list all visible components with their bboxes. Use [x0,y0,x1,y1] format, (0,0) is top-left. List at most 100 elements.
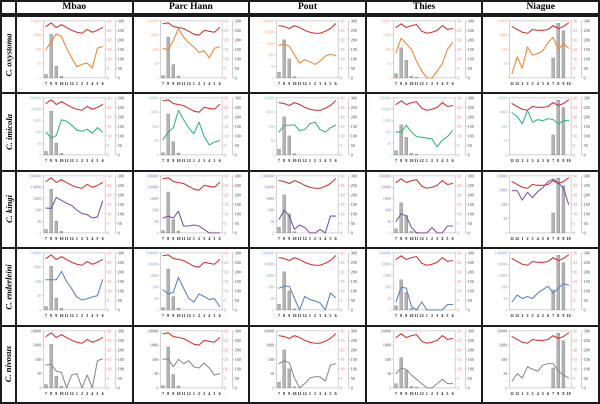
svg-text:50: 50 [584,221,588,226]
svg-text:1000: 1000 [266,110,274,115]
svg-text:50: 50 [234,221,238,226]
chart-svg: 1101001000100000510152025300501001502002… [381,18,474,86]
svg-text:6: 6 [547,236,549,241]
svg-text:5: 5 [213,81,215,86]
svg-text:100: 100 [268,124,274,129]
svg-text:100: 100 [268,53,274,58]
species-name: C. oxystoma [3,33,14,77]
svg-text:5: 5 [96,81,98,86]
svg-text:50: 50 [467,66,471,71]
svg-text:0: 0 [341,75,343,80]
svg-text:8: 8 [400,313,402,318]
svg-text:30: 30 [574,18,578,23]
svg-text:9: 9 [172,159,174,164]
svg-text:0: 0 [351,75,353,80]
svg-text:5: 5 [107,143,109,148]
svg-text:2: 2 [81,313,83,318]
svg-text:200: 200 [467,192,473,197]
svg-text:250: 250 [584,337,590,342]
svg-text:10000: 10000 [264,185,274,190]
svg-text:6: 6 [547,391,549,396]
svg-text:11: 11 [510,159,514,164]
svg-text:20: 20 [341,270,345,275]
svg-text:25: 25 [457,183,461,188]
svg-text:10000: 10000 [497,96,507,101]
svg-text:11: 11 [298,159,302,164]
svg-text:4: 4 [441,236,443,241]
svg-text:300: 300 [351,18,357,23]
svg-text:0: 0 [467,308,469,313]
panel-c-nivosus-thies: 1 10 100 1000 10000 0 5 10 15 20 25 30 0 50 100 150 200 2… [364,324,482,402]
svg-text:50: 50 [584,375,588,380]
svg-text:300: 300 [467,96,473,101]
svg-text:100: 100 [268,356,274,361]
svg-text:10: 10 [457,56,461,61]
svg-text:11: 11 [298,313,302,318]
svg-text:1: 1 [76,391,78,396]
svg-text:10: 10 [457,134,461,139]
svg-text:12: 12 [516,236,520,241]
svg-text:100: 100 [467,289,473,294]
chart-svg: 1101001000100001000000510152025300501001… [262,251,357,319]
svg-text:20: 20 [107,192,111,197]
panel-c-imicola-thies: 1 10 100 1000 10000 100000 0 5 10 15 20 25 30 0 50 100 1… [364,92,482,170]
svg-text:15: 15 [341,279,345,284]
svg-text:7: 7 [45,159,47,164]
chart-svg: 1101001000100001000000510152025300501001… [379,173,474,241]
svg-text:100: 100 [385,356,391,361]
svg-text:15: 15 [224,124,228,129]
svg-text:0: 0 [234,230,236,235]
svg-text:3: 3 [436,81,438,86]
svg-text:100: 100 [501,47,507,52]
svg-text:300: 300 [234,328,240,333]
panel-c-kingi-pout: 1 10 100 1000 10000 100000 0 5 10 15 20 25 30 0 50 100 1… [248,169,365,248]
svg-text:20: 20 [107,115,111,120]
svg-text:10000: 10000 [31,328,41,333]
chart-svg: 1101001000100000510152025300501001502002… [147,18,240,86]
chart-svg: 1101001000100000510152025300501001502002… [497,96,590,164]
svg-text:200: 200 [118,115,124,120]
svg-text:10: 10 [107,56,111,61]
panel-c-imicola-pout: 1 10 100 1000 10000 0 5 10 15 20 25 30 0 50 100 150 200 2… [248,92,365,170]
svg-text:100: 100 [584,134,590,139]
svg-text:9: 9 [55,391,57,396]
svg-text:1000: 1000 [149,33,157,38]
svg-text:7: 7 [162,313,164,318]
grid-corner [2,2,15,15]
svg-text:200: 200 [234,270,240,275]
svg-text:2: 2 [527,313,529,318]
svg-text:10: 10 [224,366,228,371]
svg-text:7: 7 [395,236,397,241]
svg-text:30: 30 [457,173,461,178]
svg-text:10: 10 [409,159,413,164]
svg-text:1: 1 [192,391,194,396]
svg-text:300: 300 [234,173,240,178]
svg-text:12: 12 [70,313,74,318]
svg-text:7: 7 [278,236,280,241]
svg-text:10: 10 [387,141,391,146]
svg-text:4: 4 [441,313,443,318]
svg-text:10: 10 [224,56,228,61]
svg-text:1: 1 [522,313,524,318]
svg-text:10: 10 [341,211,345,216]
svg-text:300: 300 [584,251,590,256]
svg-text:30: 30 [107,173,111,178]
panel-c-nivosus-niague: 1 10 100 1000 10000 0 5 10 15 20 25 30 0 50 100 150 200 2… [481,324,598,402]
svg-text:100: 100 [385,47,391,52]
svg-text:10: 10 [503,139,507,144]
svg-text:200: 200 [234,115,240,120]
svg-text:6: 6 [335,159,337,164]
svg-text:10: 10 [341,289,345,294]
svg-text:100: 100 [467,134,473,139]
svg-text:11: 11 [181,81,185,86]
svg-text:7: 7 [45,391,47,396]
svg-text:100000: 100000 [29,173,41,178]
svg-text:200: 200 [467,270,473,275]
svg-text:1: 1 [272,308,274,313]
svg-text:4: 4 [537,159,539,164]
svg-text:5: 5 [574,66,576,71]
svg-text:7: 7 [278,391,280,396]
svg-text:8: 8 [167,313,169,318]
svg-text:250: 250 [467,183,473,188]
svg-text:10: 10 [574,134,578,139]
